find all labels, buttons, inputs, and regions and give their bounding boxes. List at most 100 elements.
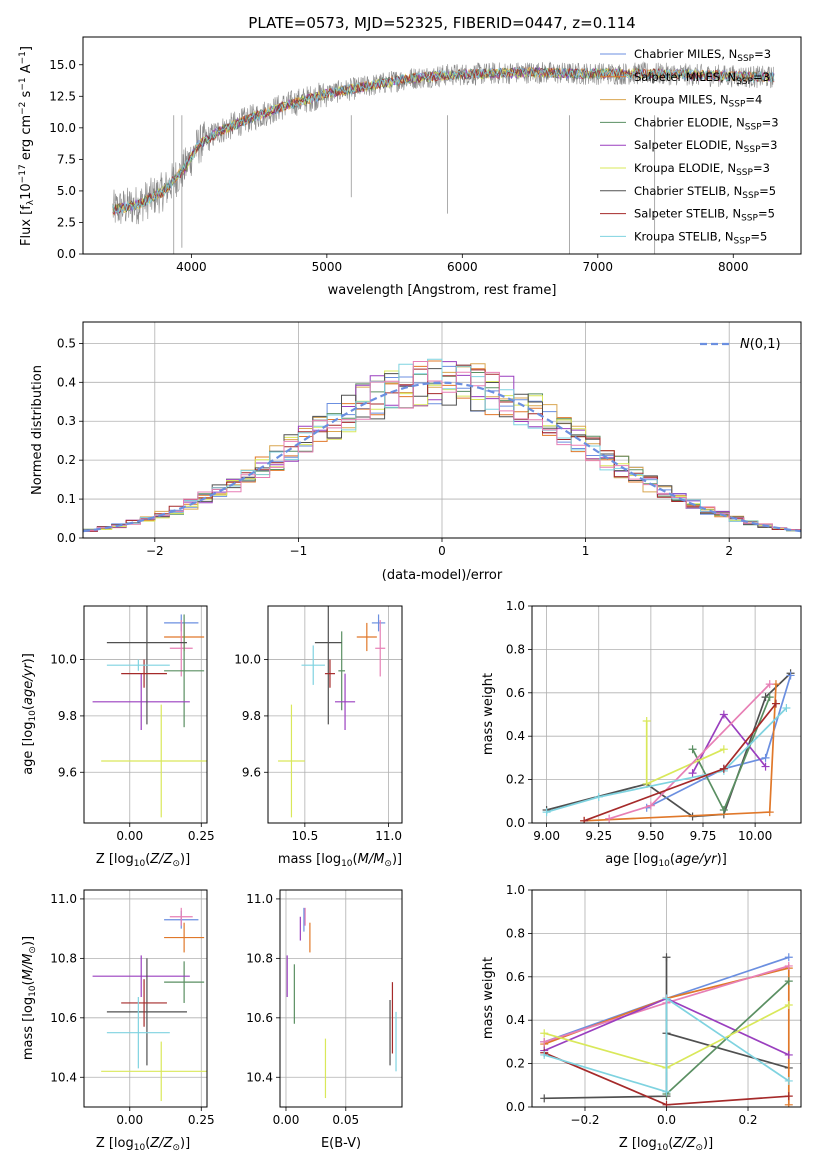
x-tick-label: 0.00	[116, 829, 143, 843]
y-tick-label: 0.2	[57, 453, 76, 467]
y-tick-label: 0.3	[57, 414, 76, 428]
age-vs-mass-plot-area	[278, 606, 386, 818]
x-tick-label: 9.00	[533, 829, 560, 843]
residuals-axes: −2 −1 0 1 2 0.0 0.1 0.2 0.3 0.4 0.5	[57, 322, 801, 558]
x-tick-label: 0.2	[738, 1113, 757, 1127]
mass-vs-EBV-frame	[279, 889, 403, 1108]
age-vs-mass-frame	[267, 605, 403, 824]
x-axis-label: Z [log10(Z/Z⊙)]	[96, 1136, 190, 1153]
model-spectrum-line	[112, 66, 775, 215]
weight-vs-age-axes: 9.00 9.25 9.50 9.75 10.00 0.0 0.2 0.4 0.6 0.8 1.0	[506, 599, 801, 843]
x-tick-label: 0.25	[188, 1113, 215, 1127]
weight-marker	[605, 814, 614, 823]
legend-entry: Chabrier MILES, NSSP=3	[634, 47, 771, 64]
x-tick-label: 0.25	[188, 829, 215, 843]
y-tick-label: 10.0	[234, 653, 261, 667]
legend-entry: Kroupa ELODIE, NSSP=3	[634, 161, 770, 178]
y-tick-label: 0.0	[57, 531, 76, 545]
x-tick-label: 1	[582, 544, 590, 558]
model-spectrum-line	[112, 67, 775, 215]
x-axis-label: Z [log10(Z/Z⊙)]	[619, 1136, 713, 1153]
x-tick-label: 7000	[583, 260, 614, 274]
y-tick-label: 9.8	[58, 709, 77, 723]
weight-marker	[765, 680, 774, 689]
weight-marker	[784, 1001, 793, 1010]
y-tick-label: 10.0	[50, 653, 77, 667]
weight-marker	[786, 671, 795, 680]
y-axis-label: Normed distribution	[30, 365, 45, 495]
weight-marker	[761, 753, 770, 762]
y-tick-label: 10.6	[50, 1011, 77, 1025]
weight-marker	[688, 769, 697, 778]
y-tick-label: 2.5	[57, 215, 76, 229]
weight-vs-Z-frame	[531, 889, 802, 1108]
x-tick-label: 8000	[718, 260, 749, 274]
y-tick-label: 11.0	[50, 892, 77, 906]
y-tick-label: 0.6	[506, 970, 525, 984]
weight-marker	[662, 1100, 671, 1107]
normal-curve	[83, 381, 801, 533]
weight-marker	[662, 1087, 671, 1096]
weight-line	[546, 707, 788, 813]
weight-marker	[784, 953, 793, 962]
y-tick-label: 0.2	[506, 1057, 525, 1071]
weight-line	[543, 996, 790, 1093]
mass-vs-Z-plot-area	[92, 907, 207, 1102]
x-tick-label: −1	[290, 544, 308, 558]
x-tick-label: −0.2	[570, 1113, 599, 1127]
legend-entry: Salpeter MILES, NSSP=3	[634, 70, 770, 87]
x-axis-label: (data-model)/error	[382, 568, 503, 583]
y-tick-label: 0.0	[57, 247, 76, 261]
residual-histogram	[83, 361, 801, 531]
legend-entry: Kroupa MILES, NSSP=4	[634, 93, 762, 110]
x-tick-label: 0.00	[116, 1113, 143, 1127]
x-tick-label: 4000	[176, 260, 207, 274]
y-tick-label: 9.8	[242, 709, 261, 723]
weight-marker	[784, 1092, 793, 1101]
x-tick-label: 9.50	[638, 829, 665, 843]
x-tick-label: 6000	[447, 260, 478, 274]
y-axis-label: Flux [fλ10−17 erg cm−2 s−1 A−1]	[18, 46, 36, 246]
weight-line	[665, 980, 790, 1095]
weight-line	[691, 712, 767, 774]
y-tick-label: 9.6	[242, 765, 261, 779]
weight-marker	[540, 1037, 549, 1046]
y-axis-label: age [log10(age/yr)]	[21, 653, 38, 775]
weight-marker	[662, 953, 671, 962]
y-tick-label: 10.8	[246, 951, 273, 965]
legend-entry: Chabrier ELODIE, NSSP=3	[634, 115, 779, 132]
weight-marker	[761, 762, 770, 771]
y-tick-label: 12.5	[49, 89, 76, 103]
y-tick-label: 9.6	[58, 765, 77, 779]
age-vs-mass-axes: 10.5 11.0 9.6 9.8 10.0	[234, 606, 402, 843]
y-tick-label: 10.4	[50, 1070, 77, 1084]
x-axis-label: E(B-V)	[321, 1136, 361, 1151]
y-tick-label: 10.6	[246, 1011, 273, 1025]
spectrum-axes: 4000 5000 6000 7000 8000 0.0 2.5 5.0 7.5 10.0 12.5…	[49, 58, 748, 274]
spectrum-legend: Chabrier MILES, NSSP=3 Salpeter MILES, NS…	[600, 47, 779, 246]
y-tick-label: 11.0	[246, 892, 273, 906]
weight-marker	[765, 808, 774, 817]
weight-marker	[540, 1094, 549, 1103]
weight-line	[546, 672, 792, 818]
y-tick-label: 0.4	[57, 375, 76, 389]
x-tick-label: 9.25	[585, 829, 612, 843]
mass-vs-Z-frame	[83, 889, 208, 1108]
weight-marker	[719, 710, 728, 719]
y-tick-label: 0.0	[506, 1100, 525, 1114]
residuals-frame	[82, 321, 802, 539]
weight-marker	[540, 1050, 549, 1059]
age-vs-Z-plot-area	[92, 606, 207, 818]
mass-vs-EBV-axes: 0.00 0.05 10.4 10.6 10.8 11.0	[246, 890, 402, 1127]
weight-vs-age-frame	[531, 605, 802, 824]
y-tick-label: 10.0	[49, 121, 76, 135]
y-tick-label: 5.0	[57, 184, 76, 198]
mass-vs-EBV-plot-area	[286, 907, 397, 1099]
weight-marker	[784, 961, 793, 970]
weight-marker	[771, 699, 780, 708]
weight-marker	[719, 764, 728, 773]
age-vs-Z-frame	[83, 605, 208, 824]
legend-entry: Kroupa STELIB, NSSP=5	[634, 229, 767, 246]
weight-marker	[580, 816, 589, 823]
